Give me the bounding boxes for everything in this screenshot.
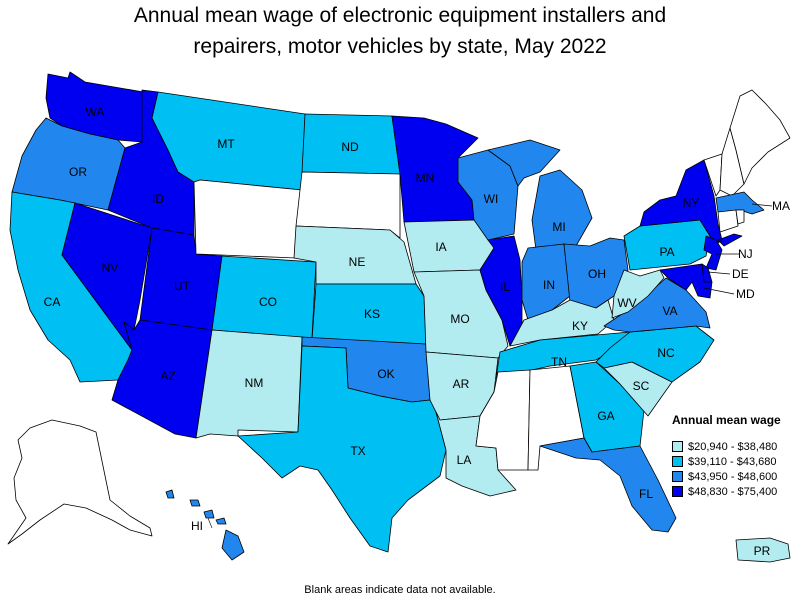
label-sc: SC: [633, 379, 650, 393]
state-hi[interactable]: [165, 489, 245, 561]
label-pr: PR: [754, 544, 771, 558]
label-oh: OH: [588, 267, 606, 281]
state-nj[interactable]: [703, 235, 723, 271]
ma-leader-line: [751, 203, 773, 207]
label-va: VA: [662, 304, 677, 318]
legend-swatch: [672, 441, 683, 452]
state-pr[interactable]: [735, 537, 791, 563]
label-nv: NV: [102, 261, 119, 275]
state-ri[interactable]: [735, 209, 745, 225]
md-leader-line: [703, 287, 735, 295]
label-az: AZ: [160, 369, 175, 383]
label-ks: KS: [364, 307, 380, 321]
label-hi: HI: [191, 519, 203, 533]
label-id: ID: [152, 192, 164, 206]
title-line-1: Annual mean wage of electronic equipment…: [133, 4, 667, 27]
legend: Annual mean wage $20,940 - $38,480 $39,1…: [672, 413, 781, 499]
state-ny[interactable]: [639, 159, 743, 247]
legend-label: $39,110 - $43,680: [688, 455, 777, 468]
label-nj: NJ: [738, 247, 753, 261]
label-in: IN: [543, 278, 555, 292]
label-ma: MA: [772, 199, 790, 213]
legend-swatch: [672, 471, 683, 482]
state-ak[interactable]: [7, 419, 153, 545]
state-md[interactable]: [659, 263, 713, 299]
state-tx[interactable]: [237, 345, 447, 553]
state-mi[interactable]: [487, 139, 593, 251]
state-ky[interactable]: [509, 299, 615, 347]
label-pa: PA: [659, 245, 674, 259]
label-nm: NM: [245, 376, 264, 390]
legend-swatch: [672, 486, 683, 497]
label-la: LA: [457, 453, 472, 467]
de-leader-line: [707, 271, 731, 275]
label-ny: NY: [683, 196, 700, 210]
legend-item-4: $48,830 - $75,400: [672, 484, 781, 499]
hi-leader-line: [207, 517, 213, 529]
label-ar: AR: [453, 377, 470, 391]
legend-swatch: [672, 456, 683, 467]
label-co: CO: [259, 295, 277, 309]
label-ca: CA: [44, 295, 61, 309]
label-wv: WV: [617, 296, 636, 310]
state-fl[interactable]: [539, 437, 677, 533]
label-ga: GA: [597, 409, 614, 423]
label-mo: MO: [450, 312, 469, 326]
label-nd: ND: [341, 140, 359, 154]
label-or: OR: [69, 165, 87, 179]
legend-label: $20,940 - $38,480: [688, 440, 778, 453]
label-ne: NE: [349, 255, 366, 269]
state-me[interactable]: [729, 89, 791, 185]
title-line-2: repairers, motor vehicles by state, May …: [193, 35, 607, 58]
label-ia: IA: [435, 240, 446, 254]
label-ky: KY: [572, 319, 588, 333]
label-mn: MN: [416, 171, 435, 185]
label-md: MD: [736, 287, 755, 301]
legend-title: Annual mean wage: [672, 413, 781, 427]
label-fl: FL: [639, 487, 653, 501]
legend-label: $43,950 - $48,600: [688, 470, 778, 483]
legend-label: $48,830 - $75,400: [688, 485, 778, 498]
state-ct[interactable]: [717, 209, 739, 233]
legend-item-3: $43,950 - $48,600: [672, 469, 781, 484]
label-tx: TX: [350, 444, 365, 458]
label-mt: MT: [217, 137, 235, 151]
label-mi: MI: [552, 220, 565, 234]
label-ut: UT: [174, 279, 191, 293]
state-wa[interactable]: [45, 71, 156, 143]
label-il: IL: [500, 280, 510, 294]
legend-item-2: $39,110 - $43,680: [672, 454, 781, 469]
label-tn: TN: [551, 355, 567, 369]
map-title: Annual mean wage of electronic equipment…: [0, 0, 800, 62]
label-de: DE: [732, 267, 749, 281]
label-wi: WI: [484, 192, 499, 206]
state-wy[interactable]: [193, 179, 303, 259]
state-wv[interactable]: [611, 269, 665, 319]
footnote: Blank areas indicate data not available.: [304, 584, 496, 596]
label-ok: OK: [377, 367, 394, 381]
label-wa: WA: [86, 105, 105, 119]
legend-item-1: $20,940 - $38,480: [672, 439, 781, 454]
label-nc: NC: [657, 346, 675, 360]
